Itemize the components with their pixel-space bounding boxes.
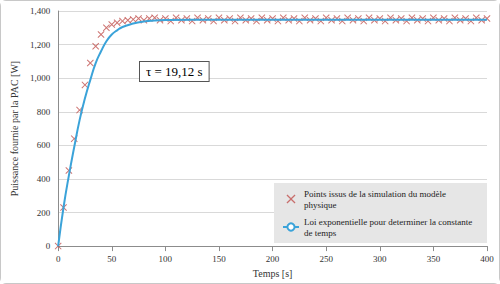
svg-text:Loi exponentielle pour determi: Loi exponentielle pour determiner la con… bbox=[304, 217, 474, 227]
svg-text:1,200: 1,200 bbox=[30, 40, 51, 50]
svg-text:200: 200 bbox=[266, 254, 280, 264]
svg-text:de temps: de temps bbox=[304, 228, 337, 238]
svg-text:Puissance fournie par la PAC [: Puissance fournie par la PAC [W] bbox=[9, 61, 20, 196]
svg-text:Points issus de la simulation: Points issus de la simulation du modèle bbox=[304, 189, 448, 199]
svg-text:τ = 19,12 s: τ = 19,12 s bbox=[146, 64, 203, 79]
svg-text:150: 150 bbox=[212, 254, 226, 264]
svg-text:physique: physique bbox=[304, 200, 337, 210]
svg-text:100: 100 bbox=[159, 254, 173, 264]
svg-text:1,400: 1,400 bbox=[30, 6, 51, 16]
svg-text:350: 350 bbox=[427, 254, 441, 264]
svg-text:200: 200 bbox=[37, 208, 51, 218]
svg-text:400: 400 bbox=[480, 254, 494, 264]
svg-text:0: 0 bbox=[46, 241, 51, 251]
svg-text:0: 0 bbox=[56, 254, 61, 264]
svg-text:250: 250 bbox=[319, 254, 333, 264]
svg-text:1,000: 1,000 bbox=[30, 73, 51, 83]
svg-text:400: 400 bbox=[37, 174, 51, 184]
svg-text:300: 300 bbox=[373, 254, 387, 264]
svg-text:Temps [s]: Temps [s] bbox=[253, 268, 293, 279]
svg-text:600: 600 bbox=[37, 140, 51, 150]
svg-text:800: 800 bbox=[37, 107, 51, 117]
svg-text:50: 50 bbox=[107, 254, 117, 264]
